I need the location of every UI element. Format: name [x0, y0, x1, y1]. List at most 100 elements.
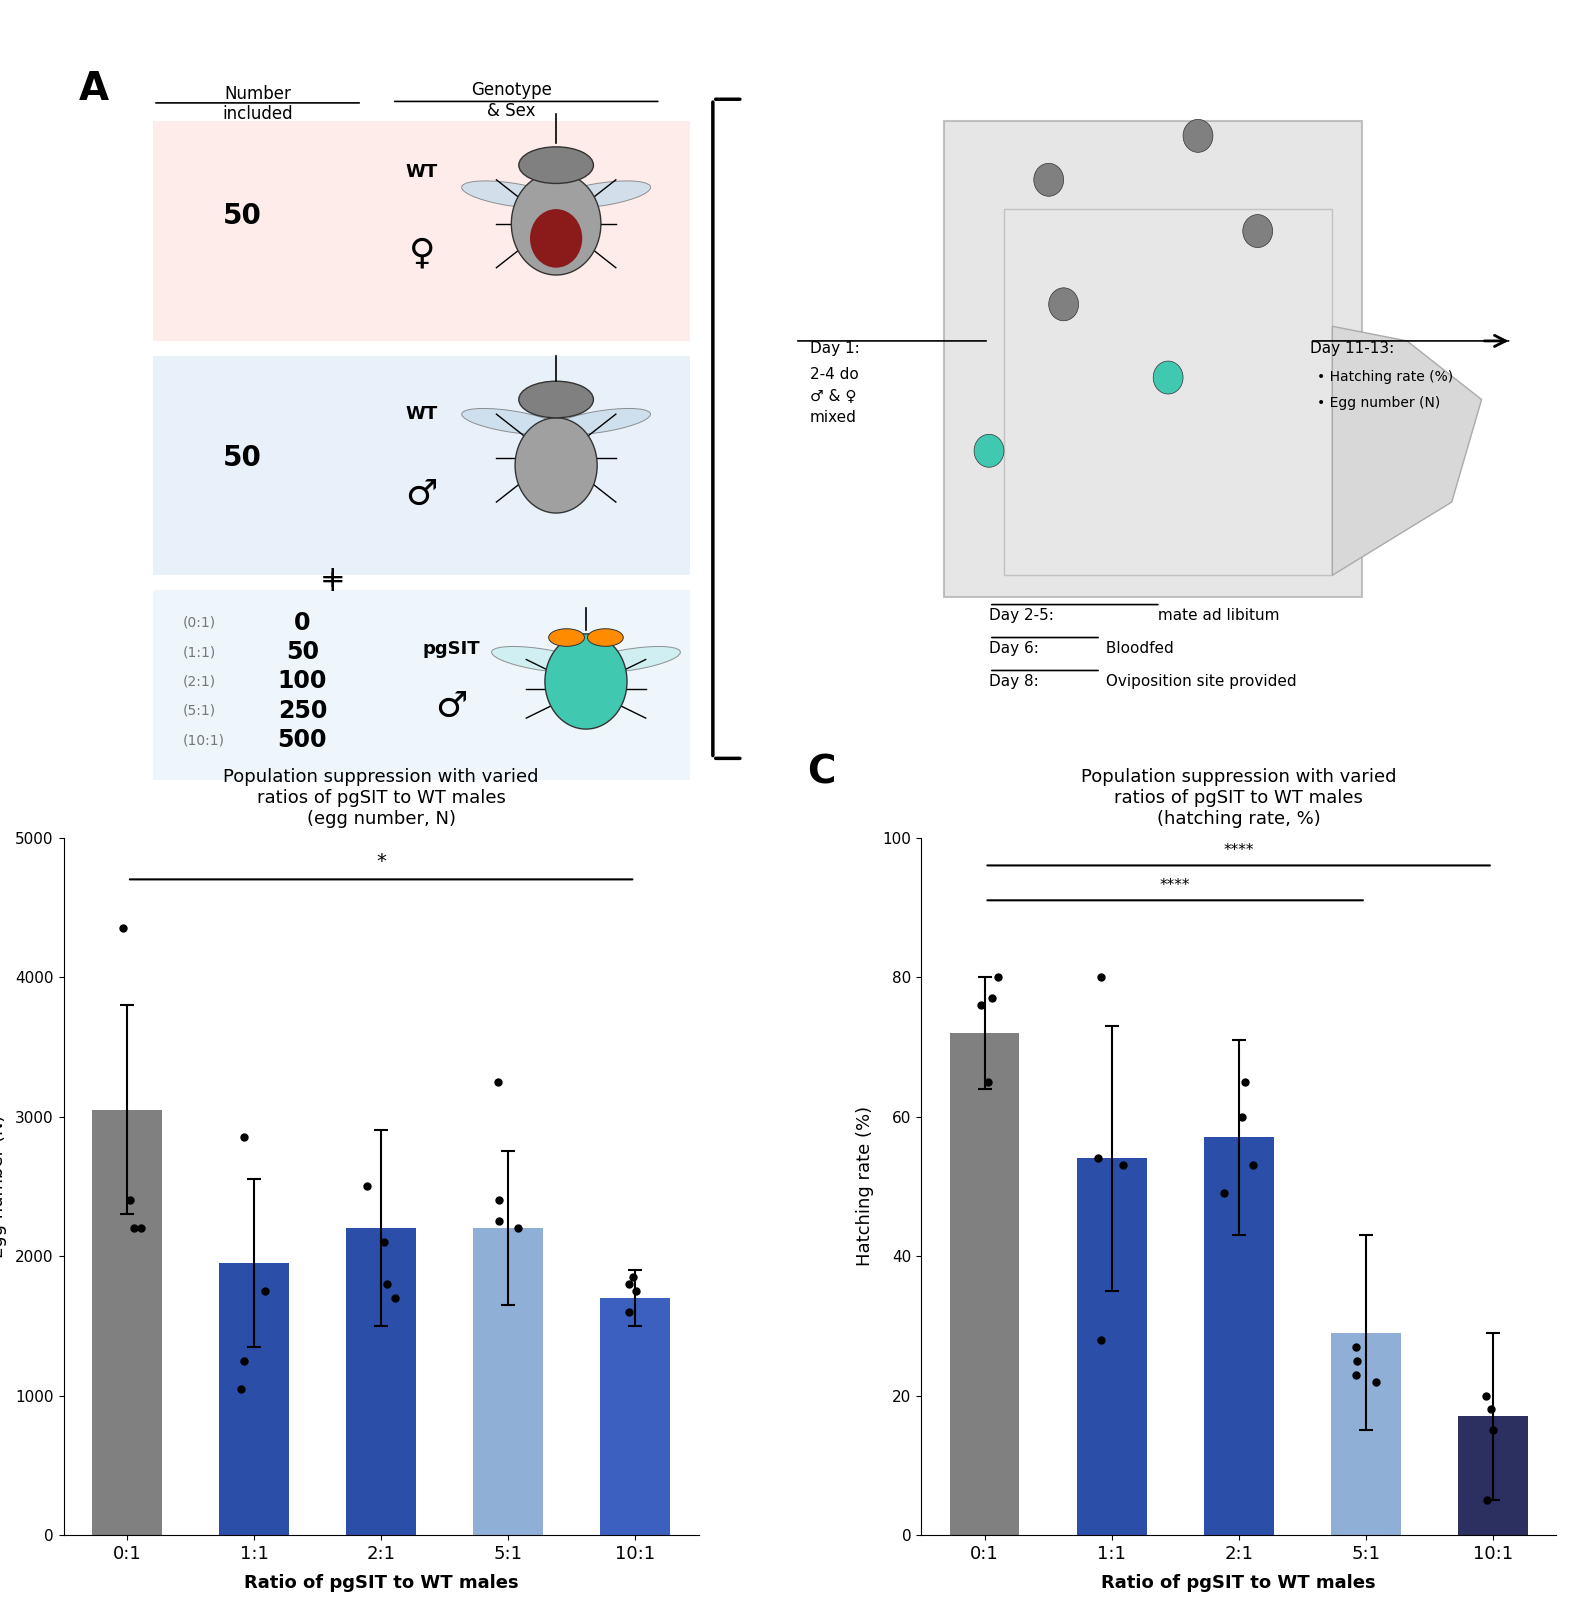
- Ellipse shape: [1183, 120, 1213, 152]
- Y-axis label: Hatching rate (%): Hatching rate (%): [856, 1107, 873, 1266]
- Text: (1:1): (1:1): [183, 644, 216, 659]
- Point: [1343, 1334, 1369, 1359]
- FancyBboxPatch shape: [152, 590, 691, 780]
- Text: Bloodfed: Bloodfed: [1100, 641, 1174, 656]
- Bar: [473, 1228, 543, 1535]
- Point: [969, 991, 994, 1017]
- Point: [230, 1348, 256, 1374]
- Text: 0: 0: [294, 611, 311, 635]
- Point: [1086, 1145, 1112, 1170]
- Bar: [92, 1110, 162, 1535]
- FancyBboxPatch shape: [945, 122, 1363, 598]
- Ellipse shape: [1153, 361, 1183, 393]
- Point: [1480, 1418, 1505, 1444]
- Ellipse shape: [492, 646, 591, 673]
- Text: ♀: ♀: [408, 237, 435, 270]
- Ellipse shape: [1048, 288, 1078, 321]
- Ellipse shape: [551, 181, 651, 208]
- Y-axis label: Egg number (N): Egg number (N): [0, 1115, 6, 1258]
- Point: [1110, 1153, 1135, 1178]
- Text: Oviposition site provided: Oviposition site provided: [1100, 675, 1296, 689]
- Text: *: *: [376, 852, 386, 871]
- Text: (5:1): (5:1): [183, 704, 216, 718]
- Point: [1343, 1362, 1369, 1388]
- Point: [129, 1215, 154, 1241]
- Text: WT: WT: [405, 163, 438, 181]
- Text: 500: 500: [278, 728, 327, 752]
- FancyBboxPatch shape: [1004, 209, 1332, 576]
- Text: (2:1): (2:1): [183, 675, 216, 689]
- Point: [1474, 1487, 1499, 1513]
- Point: [975, 1068, 1000, 1094]
- Text: Day 11-13:: Day 11-13:: [1310, 341, 1394, 357]
- Text: mate ad libitum: mate ad libitum: [1153, 608, 1280, 624]
- Ellipse shape: [1243, 214, 1272, 248]
- Point: [1363, 1369, 1388, 1394]
- Point: [1240, 1153, 1266, 1178]
- Circle shape: [549, 628, 584, 646]
- Point: [1212, 1180, 1237, 1206]
- Ellipse shape: [545, 633, 627, 729]
- Text: ****: ****: [1159, 878, 1191, 894]
- Bar: [346, 1228, 416, 1535]
- Point: [118, 1188, 143, 1214]
- Point: [1088, 1327, 1113, 1353]
- Ellipse shape: [530, 209, 583, 267]
- Text: Genotype
& Sex: Genotype & Sex: [472, 82, 551, 120]
- Text: 50: 50: [224, 203, 262, 230]
- Ellipse shape: [581, 646, 680, 673]
- Text: Number
included: Number included: [222, 85, 292, 123]
- Polygon shape: [1332, 326, 1482, 576]
- Ellipse shape: [462, 181, 561, 208]
- Point: [230, 1124, 256, 1150]
- Circle shape: [588, 628, 622, 646]
- Bar: [1204, 1137, 1274, 1535]
- Text: 50: 50: [224, 445, 262, 472]
- Point: [372, 1230, 397, 1255]
- Point: [505, 1215, 530, 1241]
- Point: [622, 1278, 648, 1303]
- Point: [616, 1298, 642, 1324]
- Title: Population suppression with varied
ratios of pgSIT to WT males
(hatching rate, %: Population suppression with varied ratio…: [1081, 768, 1396, 828]
- Ellipse shape: [1034, 163, 1064, 197]
- Text: Day 1:: Day 1:: [810, 341, 859, 357]
- Text: A: A: [78, 70, 108, 109]
- Point: [978, 985, 1004, 1011]
- Point: [1232, 1068, 1258, 1094]
- Point: [486, 1188, 511, 1214]
- X-axis label: Ratio of pgSIT to WT males: Ratio of pgSIT to WT males: [245, 1573, 518, 1593]
- X-axis label: Ratio of pgSIT to WT males: Ratio of pgSIT to WT males: [1102, 1573, 1375, 1593]
- Text: C: C: [807, 753, 835, 792]
- Point: [1229, 1103, 1255, 1129]
- Text: • Hatching rate (%): • Hatching rate (%): [1318, 371, 1453, 384]
- Ellipse shape: [515, 417, 597, 513]
- Text: 250: 250: [278, 699, 327, 723]
- Point: [1343, 1348, 1369, 1374]
- Point: [616, 1271, 642, 1297]
- Text: ♂: ♂: [435, 691, 468, 724]
- FancyBboxPatch shape: [152, 122, 691, 341]
- Circle shape: [519, 147, 594, 184]
- Ellipse shape: [511, 173, 600, 275]
- Bar: [1331, 1332, 1401, 1535]
- Point: [1478, 1396, 1504, 1422]
- Text: 100: 100: [278, 670, 327, 694]
- Bar: [600, 1298, 670, 1535]
- Ellipse shape: [973, 435, 1004, 467]
- Text: (0:1): (0:1): [183, 616, 216, 630]
- Point: [252, 1278, 278, 1303]
- FancyBboxPatch shape: [152, 355, 691, 576]
- Ellipse shape: [551, 408, 651, 435]
- Point: [1474, 1383, 1499, 1409]
- Text: pgSIT: pgSIT: [422, 640, 481, 657]
- Text: WT: WT: [405, 405, 438, 424]
- Point: [121, 1215, 146, 1241]
- Bar: [1077, 1158, 1147, 1535]
- Text: ♂ & ♀: ♂ & ♀: [810, 389, 856, 403]
- Text: (10:1): (10:1): [183, 732, 225, 747]
- Text: Day 6:: Day 6:: [989, 641, 1039, 656]
- Text: Day 8:: Day 8:: [989, 675, 1039, 689]
- Point: [354, 1174, 380, 1199]
- Title: Population suppression with varied
ratios of pgSIT to WT males
(egg number, N): Population suppression with varied ratio…: [224, 768, 538, 828]
- Point: [486, 1209, 511, 1234]
